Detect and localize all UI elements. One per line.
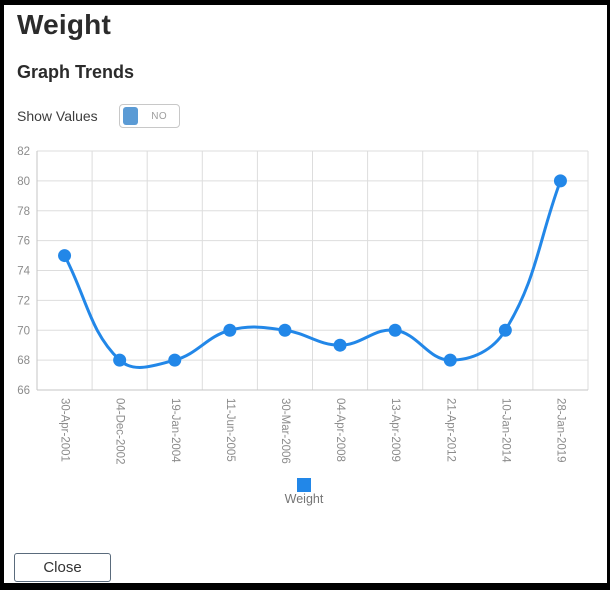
- data-point: [333, 338, 347, 352]
- x-axis-tick-label: 10-Jan-2014: [499, 398, 511, 463]
- legend-swatch-icon: [297, 478, 311, 492]
- data-point: [278, 323, 292, 337]
- chart-canvas: 66 68 70 72 74 76 78 80 82 30-Apr-2001 04-Dec-2002…: [17, 146, 589, 506]
- trend-line: [63, 179, 562, 369]
- y-axis-tick-label: 78: [17, 206, 30, 218]
- toggle-handle-icon: [122, 107, 138, 125]
- x-axis-tick-label: 30-Apr-2001: [59, 398, 71, 462]
- data-point: [223, 323, 237, 337]
- weight-line-chart: 66 68 70 72 74 76 78 80 82 30-Apr-2001 04-Dec-2002…: [4, 140, 607, 518]
- data-point: [553, 174, 567, 188]
- show-values-row: Show Values NO: [17, 103, 180, 129]
- x-axis-tick-label: 28-Jan-2019: [554, 398, 566, 463]
- y-axis-tick-label: 66: [17, 385, 30, 397]
- show-values-label: Show Values: [17, 108, 98, 124]
- data-point: [113, 353, 127, 367]
- close-button[interactable]: Close: [14, 553, 111, 582]
- x-axis-tick-label: 04-Dec-2002: [114, 398, 126, 464]
- page-title: Weight: [17, 9, 112, 40]
- y-axis-tick-label: 74: [17, 266, 30, 278]
- x-axis-tick-label: 04-Apr-2008: [334, 398, 346, 462]
- x-axis-tick-label: 30-Mar-2006: [279, 398, 291, 464]
- x-axis-tick-label: 19-Jan-2004: [169, 398, 181, 463]
- toggle-state-label: NO: [151, 110, 168, 122]
- data-point: [498, 323, 512, 337]
- x-axis-tick-label: 11-Jun-2005: [224, 398, 236, 462]
- y-axis-tick-label: 72: [17, 295, 30, 307]
- data-point: [388, 323, 402, 337]
- x-axis-tick-label: 13-Apr-2009: [389, 398, 401, 462]
- legend-label: Weight: [285, 492, 324, 506]
- y-axis-tick-label: 80: [17, 176, 30, 188]
- y-axis-tick-label: 70: [17, 325, 30, 337]
- data-point: [168, 353, 182, 367]
- y-axis-tick-label: 68: [17, 355, 30, 367]
- y-axis-tick-label: 76: [17, 236, 30, 248]
- data-point: [443, 353, 457, 367]
- data-point: [58, 249, 72, 263]
- show-values-toggle[interactable]: NO: [118, 104, 180, 128]
- y-axis-tick-label: 82: [17, 146, 30, 158]
- section-title: Graph Trends: [17, 62, 135, 82]
- x-axis-tick-label: 21-Apr-2012: [444, 398, 456, 462]
